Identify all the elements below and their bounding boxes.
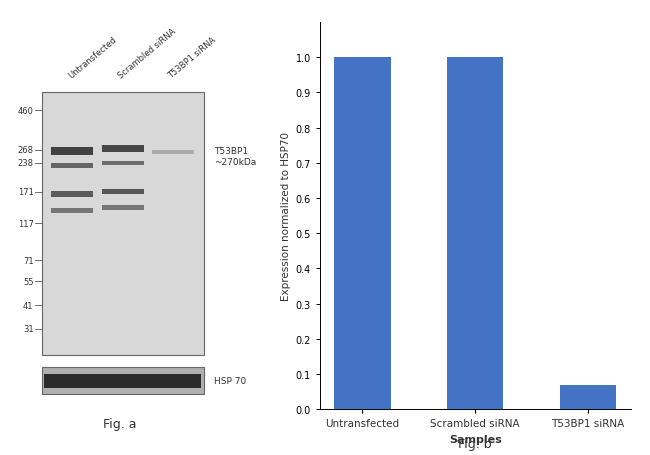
Text: Untransfected: Untransfected (66, 35, 118, 81)
Text: 31: 31 (23, 324, 34, 334)
Bar (560, 385, 616, 410)
Bar (51, 164, 94, 169)
Text: 238: 238 (18, 159, 34, 168)
Text: Fig. b: Fig. b (458, 437, 492, 450)
Text: 171: 171 (18, 188, 34, 197)
Y-axis label: Expression normalized to HSP70: Expression normalized to HSP70 (281, 132, 291, 300)
Bar (101, 146, 144, 153)
Text: 71: 71 (23, 256, 34, 265)
Bar (447, 58, 504, 410)
Text: 117: 117 (18, 219, 34, 228)
Text: 55: 55 (23, 277, 34, 286)
Text: T53BP1
~270kDa: T53BP1 ~270kDa (214, 147, 257, 167)
X-axis label: Samples: Samples (449, 434, 502, 444)
Text: HSP 70: HSP 70 (214, 376, 246, 385)
Text: Scrambled siRNA: Scrambled siRNA (117, 27, 178, 81)
Text: T53BP1 siRNA: T53BP1 siRNA (167, 36, 218, 81)
Bar (334, 58, 391, 410)
Bar (101, 206, 144, 211)
Text: Fig. a: Fig. a (103, 417, 136, 430)
Bar (42, 92, 203, 355)
Text: 460: 460 (18, 106, 34, 115)
Text: 41: 41 (23, 301, 34, 310)
Bar (101, 161, 144, 166)
Bar (51, 192, 94, 197)
Bar (51, 148, 94, 156)
Bar (51, 208, 94, 213)
Bar (151, 151, 194, 154)
Bar (44, 374, 201, 389)
Bar (42, 367, 203, 394)
Text: 268: 268 (18, 146, 34, 155)
Bar (101, 189, 144, 195)
